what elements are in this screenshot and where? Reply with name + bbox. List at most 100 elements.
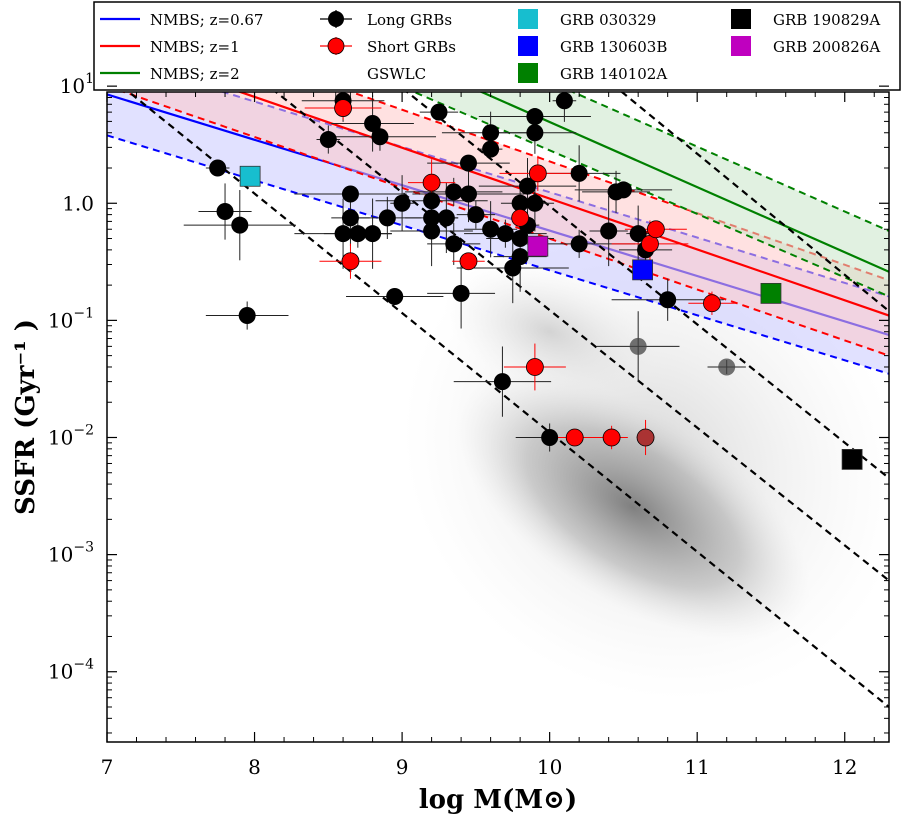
long-grb-point-30 (459, 154, 477, 172)
data-points (209, 92, 863, 470)
short-grb-point-3 (422, 173, 441, 192)
legend-label-nmbs-z067: NMBS; z=0.67 (150, 11, 263, 29)
long-grb-point-13 (334, 225, 352, 243)
long-grb-point-10 (341, 185, 359, 203)
y-tick-label-1: 10−3 (48, 540, 94, 567)
long-grb-point-2 (238, 307, 256, 325)
long-grb-point-16 (364, 114, 382, 132)
long-grb-point-45 (526, 108, 544, 126)
long-grb-point-51 (570, 164, 588, 182)
nmbs-center-2 (478, 92, 889, 273)
long-grb-point-33 (452, 284, 470, 302)
dashed-line-3 (127, 92, 889, 708)
legend-label-short-grbs: Short GRBs (367, 38, 456, 56)
nmbs-lower-0 (107, 134, 889, 375)
long-grb-point-18 (364, 225, 382, 243)
legend-label-long-grbs: Long GRBs (367, 11, 452, 29)
legend-label-grb190829a: GRB 190829A (773, 11, 880, 29)
long-grb-point-60 (718, 358, 736, 376)
long-grb-point-53 (600, 222, 618, 240)
long-grb-point-40 (511, 230, 529, 248)
long-grb-point-37 (496, 225, 514, 243)
short-grb-point-2 (341, 252, 360, 271)
y-tick-label-0: 10−4 (48, 657, 94, 684)
named-grb-grb-130603b (632, 259, 653, 281)
long-grb-point-49 (555, 92, 573, 110)
named-grb-grb-190829a (841, 449, 863, 470)
named-grb-grb-030329 (239, 165, 261, 187)
x-tick-label-1: 8 (248, 755, 261, 779)
short-grb-point-10 (636, 428, 655, 447)
named-grb-grb-140102a (760, 282, 782, 304)
long-grb-point-56 (629, 225, 647, 243)
legend-marker-grb200826a (731, 36, 751, 56)
long-grb-point-11 (341, 209, 359, 227)
dashed-line-1 (620, 92, 889, 312)
legend: NMBS; z=0.67 NMBS; z=1 NMBS; z=2 Long GR… (93, 1, 901, 91)
long-grb-point-25 (430, 103, 448, 121)
long-grb-point-36 (482, 220, 500, 238)
long-grb-point-52 (570, 235, 588, 253)
nmbs-lower-1 (120, 92, 889, 357)
long-grb-point-48 (493, 373, 511, 391)
long-grb-point-0 (209, 159, 227, 177)
x-tick-label-3: 10 (537, 755, 562, 779)
long-grb-point-22 (423, 209, 441, 227)
y-tick-label-2: 10−2 (48, 422, 94, 449)
legend-marker-short-grbs (320, 37, 352, 55)
long-grb-point-29 (445, 235, 463, 253)
axes (106, 91, 890, 743)
long-grb-point-23 (423, 222, 441, 240)
long-grb-point-17 (371, 128, 389, 146)
long-grb-point-39 (511, 194, 529, 212)
x-tick-label-0: 7 (101, 755, 114, 779)
x-tick-label-2: 9 (396, 755, 409, 779)
short-grb-point-6 (528, 164, 547, 183)
legend-marker-grb140102a (518, 63, 538, 83)
x-axis-ticks: 7 8 9 10 11 12 (101, 92, 875, 779)
long-grb-point-19 (378, 209, 396, 227)
long-grb-point-21 (393, 194, 411, 212)
long-grb-point-55 (614, 181, 632, 199)
y-tick-label-5: 101 (60, 71, 94, 98)
long-grb-point-28 (437, 209, 455, 227)
legend-marker-grb190829a (731, 9, 751, 29)
long-grb-point-3 (231, 216, 249, 234)
legend-label-grb200826a: GRB 200826A (773, 38, 880, 56)
long-grb-point-58 (629, 337, 647, 355)
long-grb-point-44 (526, 124, 544, 142)
nmbs-upper-2 (570, 92, 889, 232)
long-grb-point-47 (541, 428, 559, 446)
short-grb-point-5 (511, 208, 530, 227)
legend-label-grb030329: GRB 030329 (560, 11, 656, 29)
y-tick-label-4: 1.0 (62, 191, 94, 215)
x-tick-label-5: 12 (832, 755, 857, 779)
legend-marker-grb030329 (518, 9, 538, 29)
legend-label-nmbs-z2: NMBS; z=2 (150, 65, 240, 83)
long-grb-point-24 (423, 192, 441, 210)
y-axis-label: SSFR (Gyr⁻¹ ) (11, 319, 41, 515)
legend-label-grb130603b: GRB 130603B (560, 38, 667, 56)
legend-label-gswlc: GSWLC (367, 65, 426, 83)
long-grb-point-12 (349, 225, 367, 243)
x-axis-label: log M(M⊙) (419, 785, 577, 815)
long-grb-point-34 (482, 124, 500, 142)
x-tick-label-4: 11 (684, 755, 709, 779)
long-grb-point-31 (459, 185, 477, 203)
long-grb-point-35 (482, 140, 500, 158)
legend-label-grb140102a: GRB 140102A (560, 65, 667, 83)
long-grb-point-1 (216, 203, 234, 221)
legend-label-nmbs-z1: NMBS; z=1 (150, 38, 240, 56)
nmbs-lower-2 (411, 92, 889, 298)
dashed-line-2 (274, 92, 889, 582)
short-grb-point-12 (646, 220, 665, 239)
plot-area (107, 92, 889, 742)
nmbs-center-1 (236, 92, 889, 317)
long-grb-point-27 (445, 183, 463, 201)
named-grb-grb-200826a (527, 235, 549, 257)
long-grb-point-7 (319, 131, 337, 149)
long-grb-point-46 (526, 194, 544, 212)
short-grb-point-1 (334, 99, 352, 117)
dashed-guide-lines (127, 92, 889, 708)
y-axis-ticks: 10−410−310−210−11.0101102 (48, 71, 889, 734)
